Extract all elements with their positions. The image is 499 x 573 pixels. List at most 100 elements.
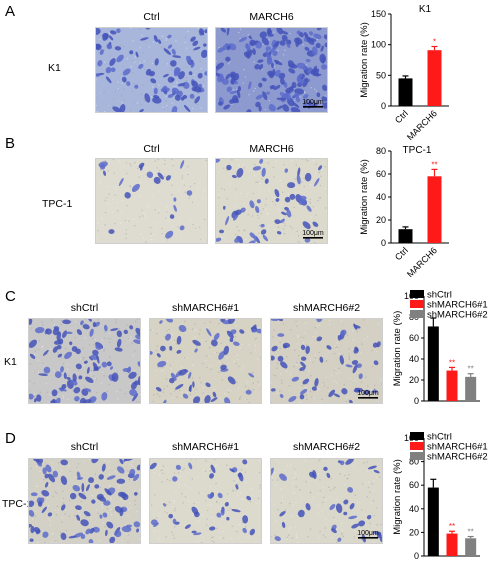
micrograph-d-shmarch6-1 [149,458,262,544]
significance-mark: ** [468,365,474,374]
micrograph-b-ctrl [95,158,208,244]
y-axis-label: Migration rate (%) [359,159,370,235]
y-axis-label: Migration rate (%) [359,22,370,98]
legend-label: shMARCH6#1 [427,300,488,311]
scale-bar: 100μm [302,99,324,108]
micrograph-c-shmarch6-1 [149,318,262,404]
error-bar [402,226,409,230]
panel-letter-c: C [5,288,16,305]
y-tick-label: 0 [414,396,419,406]
error-bar [449,530,455,534]
y-tick-label: 60 [376,169,386,179]
column-label-ctrl: Ctrl [143,143,160,155]
y-tick-label: 20 [376,215,386,225]
bar-chart-d: 020406080100Migration rate (%)****shCtrl… [392,432,488,562]
column-label-shmarch6-2: shMARCH6#2 [292,441,361,453]
error-bar [467,373,474,377]
y-tick-label: 100 [371,40,386,50]
column-label-ctrl: Ctrl [143,11,160,23]
legend-swatch [410,452,424,460]
error-bar [431,45,438,51]
column-label-shctrl: shCtrl [70,441,99,453]
chart-title: K1 [419,4,432,15]
column-label-shmarch6-2: shMARCH6#2 [292,302,361,314]
y-tick-label: 60 [409,480,419,490]
significance-mark: ** [449,522,455,531]
legend-label: shCtrl [427,290,452,301]
bar-march6 [427,176,442,243]
bar-shmarch6-1 [446,533,458,556]
bar-march6 [427,50,442,106]
scale-bar: 100μm [357,530,379,539]
bar-ctrl [398,78,413,106]
y-tick-label: 40 [409,354,419,364]
bar-shctrl [427,326,439,401]
row-label-tpc-1: TPC-1 [2,498,33,510]
chart-title: TPC-1 [403,145,432,156]
micrograph-c-shctrl [28,318,141,404]
scale-bar-label: 100μm [357,390,379,397]
bar-shmarch6-2 [465,376,477,401]
scale-bar: 100μm [302,230,324,239]
row-label-tpc-1: TPC-1 [42,198,73,210]
error-bar [467,535,474,539]
y-tick-label: 0 [381,101,386,111]
y-tick-label: 60 [409,333,419,343]
y-tick-label: 80 [376,146,386,156]
bar-chart-b: 0 20 40 60 80 Migration rate (%) TPC-1 Ctrl ** MA… [359,145,449,277]
legend-label: shCtrl [427,432,452,443]
error-bar [402,75,409,79]
legend-swatch [410,442,424,450]
bar-shmarch6-1 [446,370,458,401]
y-tick-label: 150 [371,9,386,19]
micrograph-d-shmarch6-2: 100μm [270,458,383,544]
micrograph-d-shctrl [28,458,141,544]
column-label-shmarch6-1: shMARCH6#1 [171,441,240,453]
legend-label: shMARCH6#1 [427,442,488,453]
column-label-shmarch6-1: shMARCH6#1 [171,302,240,314]
significance-mark: ** [468,528,474,537]
bar-shctrl [427,487,439,556]
error-bar [431,168,438,177]
y-tick-label: 20 [409,375,419,385]
y-tick-label: 40 [409,504,419,514]
significance-mark: * [433,38,436,47]
micrograph-a-ctrl [95,27,208,113]
legend-swatch [410,432,424,440]
legend-swatch [410,310,424,318]
legend-swatch [410,290,424,298]
scale-bar: 100μm [357,390,379,399]
row-label-k1: K1 [48,62,61,74]
panel-letter-d: D [5,430,16,447]
micrograph-b-march6: 100μm [215,158,328,244]
column-label-shctrl: shCtrl [70,302,99,314]
y-tick-label: 0 [414,551,419,561]
error-bar [430,317,437,327]
column-label-march6: MARCH6 [249,143,294,155]
scale-bar-label: 100μm [302,230,324,237]
significance-mark: ** [431,160,437,169]
x-tick-label: MARCH6 [405,108,439,140]
y-axis-label: Migration rate (%) [392,311,403,387]
y-tick-label: 40 [376,192,386,202]
significance-mark: ** [449,358,455,367]
legend-label: shMARCH6#2 [427,310,488,321]
y-axis-label: Migration rate (%) [392,459,403,535]
row-label-k1: K1 [4,356,17,368]
panel-letter-b: B [5,135,16,152]
y-tick-label: 50 [376,70,386,80]
micrograph-c-shmarch6-2: 100μm [270,318,383,404]
bar-chart-c: 020406080100Migration rate (%)****shCtrl… [392,290,488,407]
bar-ctrl [398,229,413,243]
y-tick-label: 0 [381,238,386,248]
column-label-march6: MARCH6 [249,11,294,23]
error-bar [449,366,455,371]
x-tick-label: MARCH6 [405,245,439,277]
scale-bar-label: 100μm [302,99,324,106]
error-bar [430,478,437,488]
legend-label: shMARCH6#2 [427,452,488,463]
x-tick-label: Ctrl [393,245,410,262]
